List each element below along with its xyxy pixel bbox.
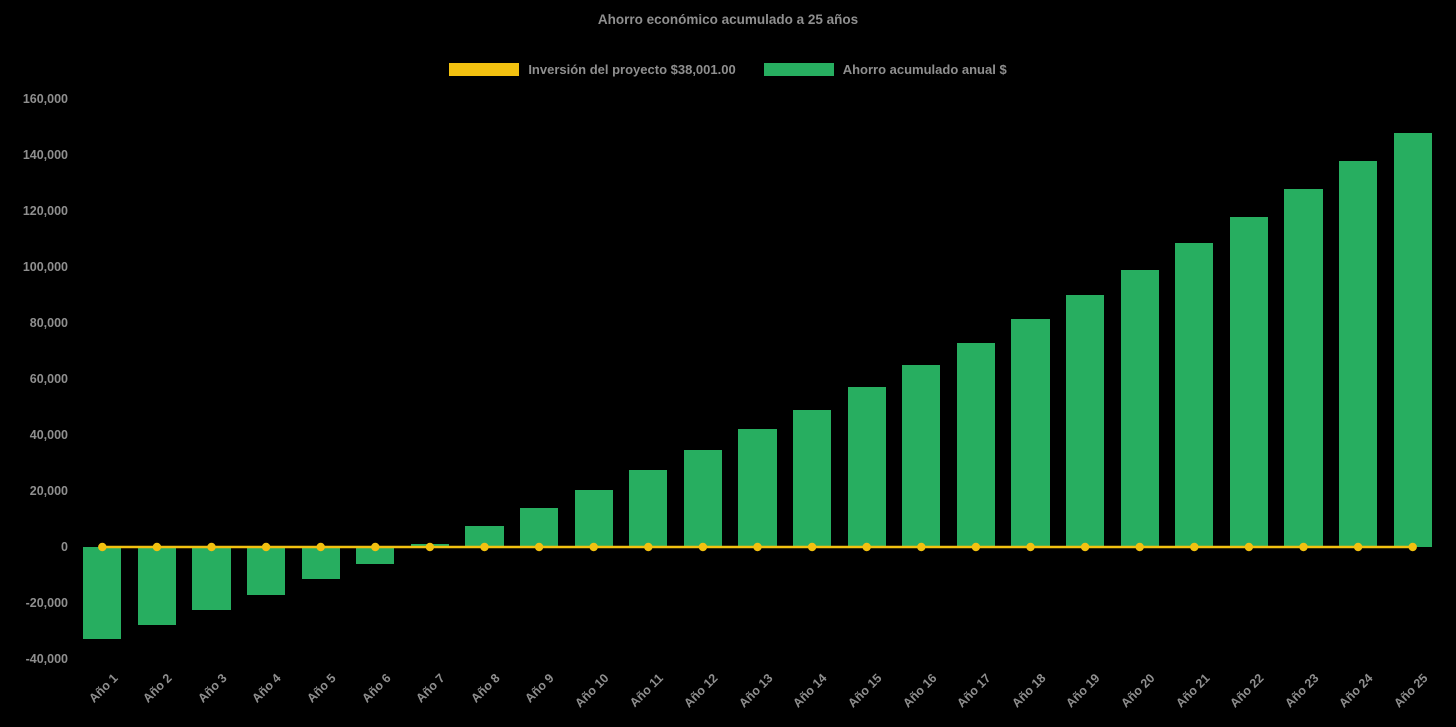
x-tick-label: Año 15: [845, 671, 885, 711]
x-tick-label: Año 5: [304, 671, 339, 706]
line-marker: [862, 542, 871, 552]
x-tick-label: Año 24: [1336, 671, 1377, 711]
legend-label-investment: Inversión del proyecto $38,001.00: [528, 62, 736, 77]
x-tick-label: Año 4: [249, 671, 285, 706]
chart-title: Ahorro económico acumulado a 25 años: [597, 12, 859, 27]
x-tick-label: Año 7: [413, 671, 448, 706]
x-tick-label: Año 18: [1009, 671, 1049, 711]
legend-item-savings: Ahorro acumulado anual $: [763, 62, 1007, 77]
line-marker: [371, 542, 380, 552]
y-tick-label: -20,000: [25, 596, 68, 610]
line-marker: [1353, 542, 1363, 552]
y-tick-label: 160,000: [22, 92, 68, 106]
line-marker: [316, 542, 325, 552]
line-marker: [917, 542, 926, 552]
line-marker: [698, 542, 708, 552]
y-axis: -40,000 -20,000 0 20,000 40,000 60,000 80,000 1…: [0, 92, 68, 666]
y-tick-label: 80,000: [29, 316, 68, 330]
line-marker: [1135, 542, 1144, 552]
bar-año-22: [1229, 216, 1268, 547]
bar-año-16: [902, 365, 941, 547]
line-marker: [971, 542, 981, 552]
x-tick-label: Año 11: [627, 671, 667, 710]
bar-año-3: [192, 547, 231, 610]
bar-año-9: [519, 507, 559, 547]
line-marker: [1408, 542, 1417, 552]
bar-año-13: [738, 429, 777, 547]
x-tick-label: Año 14: [790, 671, 831, 711]
x-tick-label: Año 13: [736, 671, 776, 711]
bar-año-15: [847, 387, 886, 547]
legend-label-savings: Ahorro acumulado anual $: [842, 62, 1007, 77]
bar-año-17: [956, 342, 995, 547]
bar-año-19: [1065, 295, 1105, 547]
line-marker: [1190, 542, 1199, 552]
investment-swatch: [449, 63, 520, 76]
x-tick-label: Año 3: [194, 671, 230, 706]
x-tick-label: Año 21: [1172, 671, 1213, 711]
x-tick-label: Año 1: [85, 671, 121, 706]
x-tick-label: Año 23: [1282, 671, 1322, 711]
bar-año-10: [574, 489, 613, 547]
x-tick-label: Año 20: [1118, 671, 1158, 711]
y-tick-label: 60,000: [29, 372, 68, 386]
bar-año-1: [83, 547, 122, 640]
line-marker: [261, 542, 271, 552]
x-tick-label: Año 17: [954, 671, 994, 711]
line-marker: [534, 542, 544, 552]
x-tick-label: Año 8: [467, 671, 503, 706]
line-marker: [753, 542, 762, 552]
bar-año-23: [1284, 188, 1323, 547]
line-marker: [1299, 542, 1308, 552]
line-marker: [207, 542, 216, 552]
bar-año-20: [1120, 269, 1159, 547]
bar-año-5: [301, 547, 340, 580]
plot-area: [75, 99, 1440, 659]
bar-año-25: [1393, 132, 1432, 547]
y-tick-label: 40,000: [29, 428, 68, 442]
bar-año-24: [1338, 160, 1378, 547]
investment-line: [98, 542, 1417, 552]
bar-año-8: [465, 526, 504, 547]
x-tick-label: Año 2: [140, 671, 175, 706]
line-marker: [644, 542, 653, 552]
y-tick-label: 140,000: [22, 148, 68, 162]
x-tick-label: Año 25: [1391, 671, 1431, 711]
y-tick-label: -40,000: [25, 652, 68, 666]
bar-año-21: [1175, 243, 1214, 547]
bar-año-18: [1011, 318, 1050, 547]
line-marker: [98, 542, 107, 552]
x-tick-label: Año 10: [572, 671, 612, 711]
y-tick-label: 0: [61, 540, 68, 554]
bar-año-4: [246, 547, 286, 595]
line-marker: [425, 542, 435, 552]
line-marker: [152, 542, 162, 552]
x-tick-label: Año 19: [1063, 671, 1104, 711]
line-marker: [807, 542, 817, 552]
savings-swatch: [763, 63, 834, 76]
y-tick-label: 120,000: [22, 204, 68, 218]
bar-año-2: [137, 547, 176, 626]
bar-año-11: [629, 470, 668, 547]
bar-año-6: [356, 547, 395, 564]
legend-item-investment: Inversión del proyecto $38,001.00: [449, 62, 736, 77]
bar-año-14: [792, 409, 832, 547]
legend: Inversión del proyecto $38,001.00 Ahorro…: [0, 62, 1456, 77]
x-axis: Año 1 Año 2 Año 3 Año 4 Año 5 Año 6 Año 7 Año 8…: [75, 661, 1440, 727]
x-tick-label: Año 9: [522, 671, 558, 706]
line-marker: [480, 542, 489, 552]
line-marker: [1244, 542, 1254, 552]
y-tick-label: 100,000: [22, 260, 68, 274]
x-tick-label: Año 6: [358, 671, 394, 706]
x-tick-label: Año 12: [681, 671, 721, 711]
x-tick-label: Año 16: [899, 671, 940, 711]
y-tick-label: 20,000: [29, 484, 68, 498]
line-marker: [1026, 542, 1035, 552]
line-marker: [589, 542, 598, 552]
line-marker: [1080, 542, 1090, 552]
bar-año-12: [683, 450, 722, 547]
x-tick-label: Año 22: [1227, 671, 1267, 711]
